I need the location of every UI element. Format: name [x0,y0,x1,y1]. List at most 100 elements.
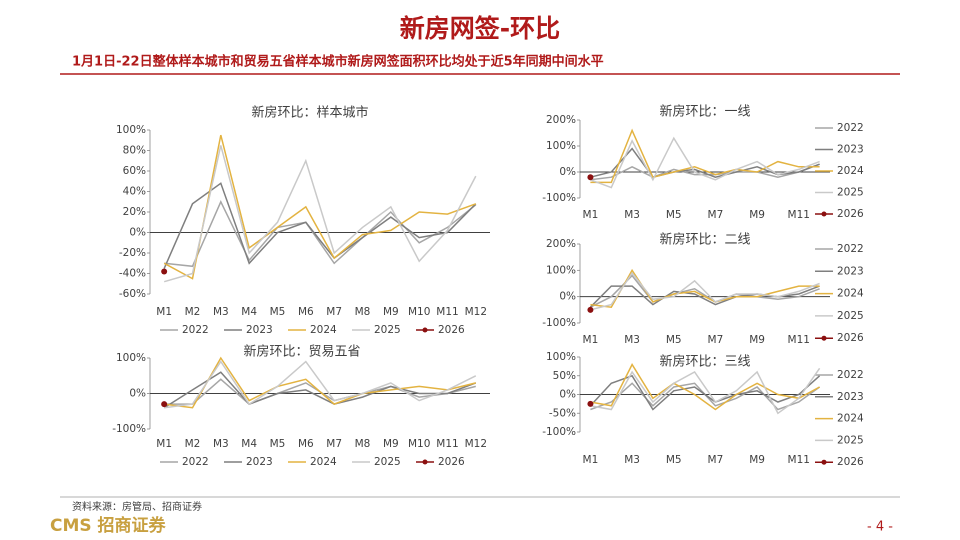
x-tick-label: M4 [241,306,257,318]
y-tick-label: 100% [116,124,146,136]
y-tick-label: 100% [116,352,146,364]
x-tick-label: M6 [298,306,314,318]
x-tick-label: M5 [270,438,286,450]
y-tick-label: 20% [123,206,146,218]
x-tick-label: M9 [749,334,765,346]
series-line [164,360,477,409]
x-tick-label: M4 [241,438,257,450]
x-tick-label: M7 [708,209,724,221]
legend-label: 2026 [837,208,864,220]
x-tick-label: M3 [624,334,640,346]
x-tick-label: M10 [408,306,430,318]
x-tick-label: M3 [213,438,229,450]
series-line [164,356,476,409]
y-tick-label: 60% [123,165,146,177]
series-line [590,136,820,189]
legend-label: 2026 [837,456,864,468]
legend-label: 2022 [182,456,209,468]
legend-label: 2024 [310,324,337,336]
x-tick-label: M9 [383,438,399,450]
series-line [163,134,477,280]
chart-title: 新房环比：一线 [659,104,750,120]
y-tick-label: 40% [123,186,146,198]
y-tick-label: 0% [129,388,146,400]
y-tick-label: 0% [559,389,576,401]
y-tick-label: -100% [542,426,576,438]
x-tick-label: M8 [355,438,371,450]
legend-marker [422,327,428,333]
y-tick-label: 80% [123,145,146,157]
legend-marker [422,459,428,465]
x-tick-label: M7 [326,306,342,318]
y-tick-label: 0% [559,291,576,303]
legend-marker [821,335,827,341]
legend-label: 2025 [374,324,401,336]
x-tick-label: M7 [326,438,342,450]
legend-label: 2026 [438,324,465,336]
legend-marker [821,459,827,465]
y-tick-label: 50% [553,370,576,382]
legend-label: 2024 [837,288,864,300]
page-number: - 4 - [867,520,893,535]
legend-label: 2026 [837,332,864,344]
x-tick-label: M1 [583,334,599,346]
x-tick-label: M5 [666,334,682,346]
x-tick-label: M8 [355,306,371,318]
series-line [163,371,477,409]
point [587,400,594,407]
y-tick-label: 100% [546,140,576,152]
legend-label: 2023 [246,324,273,336]
y-tick-label: -50% [549,407,576,419]
y-tick-label: 100% [546,351,576,363]
legend-label: 2022 [837,243,864,255]
x-tick-label: M9 [749,454,765,466]
legend-label: 2023 [837,391,864,403]
x-tick-label: M1 [156,438,172,450]
x-tick-label: M11 [436,438,458,450]
legend-marker [821,211,827,217]
x-tick-label: M9 [383,306,399,318]
x-tick-label: M11 [788,334,810,346]
y-tick-label: -100% [542,192,576,204]
x-tick-label: M1 [156,306,172,318]
x-tick-label: M11 [788,209,810,221]
legend-label: 2025 [374,456,401,468]
x-tick-label: M9 [749,209,765,221]
x-tick-label: M1 [583,209,599,221]
legend-label: 2026 [438,456,465,468]
legend-label: 2024 [837,413,864,425]
y-tick-label: -100% [542,317,576,329]
x-tick-label: M6 [298,438,314,450]
series-line [590,362,820,411]
x-tick-label: M7 [708,454,724,466]
x-tick-label: M12 [465,438,487,450]
x-tick-label: M7 [708,334,724,346]
source: 资料来源：房管局、招商证券 [72,500,202,513]
slide-subtitle: 1月1日-22日整体样本城市和贸易五省样本城市新房网签面积环比均处于近5年同期中… [72,54,604,70]
y-tick-label: 0% [559,166,576,178]
point [161,268,168,275]
legend-label: 2022 [837,122,864,134]
legend-label: 2024 [310,456,337,468]
series-line [163,182,477,269]
point [161,401,168,408]
legend-label: 2023 [837,265,864,277]
legend-label: 2025 [837,434,864,446]
x-tick-label: M5 [666,454,682,466]
y-tick-label: 100% [546,264,576,276]
x-tick-label: M1 [583,454,599,466]
series-line [590,128,820,184]
x-tick-label: M3 [624,209,640,221]
y-tick-label: 200% [546,114,576,126]
point [587,174,594,181]
legend-label: 2022 [837,369,864,381]
legend-label: 2025 [837,310,864,322]
series-line [590,271,820,311]
x-tick-label: M11 [436,306,458,318]
slide-title: 新房网签-环比 [400,14,560,43]
x-tick-label: M3 [213,306,229,318]
series-line [590,268,820,309]
y-tick-label: 0% [129,227,146,239]
y-tick-label: -100% [112,423,146,435]
